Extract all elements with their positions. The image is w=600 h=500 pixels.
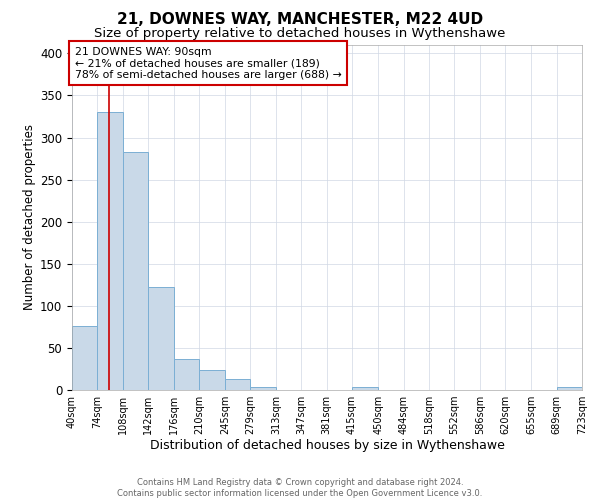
Text: Size of property relative to detached houses in Wythenshawe: Size of property relative to detached ho… bbox=[94, 28, 506, 40]
Bar bbox=[557, 388, 582, 390]
Bar bbox=[72, 326, 97, 390]
Bar bbox=[250, 386, 276, 390]
Bar bbox=[199, 370, 225, 390]
Y-axis label: Number of detached properties: Number of detached properties bbox=[23, 124, 36, 310]
Bar bbox=[173, 359, 199, 390]
Bar bbox=[225, 379, 250, 390]
Text: 21, DOWNES WAY, MANCHESTER, M22 4UD: 21, DOWNES WAY, MANCHESTER, M22 4UD bbox=[117, 12, 483, 28]
Bar bbox=[123, 152, 148, 390]
X-axis label: Distribution of detached houses by size in Wythenshawe: Distribution of detached houses by size … bbox=[149, 438, 505, 452]
Bar bbox=[97, 112, 123, 390]
Bar bbox=[148, 288, 173, 390]
Bar bbox=[352, 388, 378, 390]
Text: 21 DOWNES WAY: 90sqm
← 21% of detached houses are smaller (189)
78% of semi-deta: 21 DOWNES WAY: 90sqm ← 21% of detached h… bbox=[74, 46, 341, 80]
Text: Contains HM Land Registry data © Crown copyright and database right 2024.
Contai: Contains HM Land Registry data © Crown c… bbox=[118, 478, 482, 498]
